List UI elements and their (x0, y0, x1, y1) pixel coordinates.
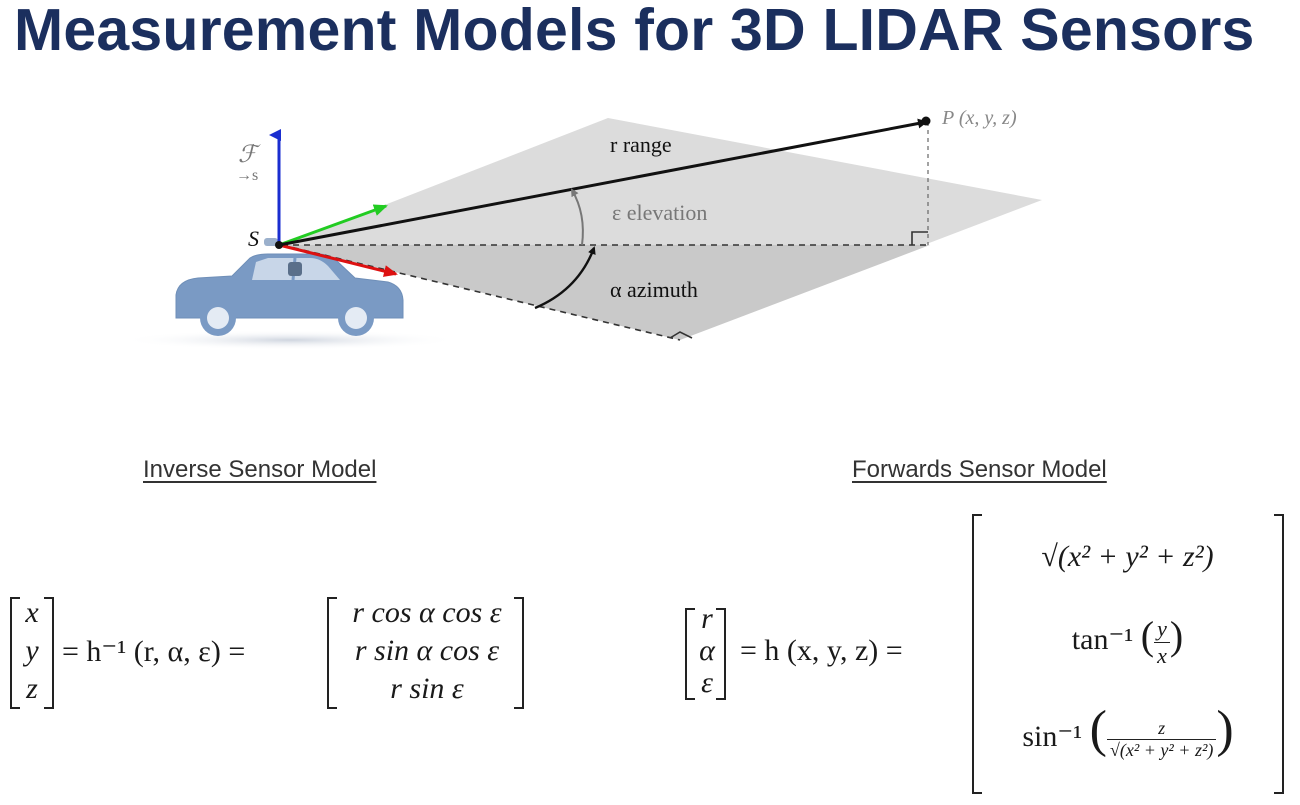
forward-vec-epsilon: ε (701, 666, 713, 699)
forward-row3-fn: sin⁻¹ (1022, 720, 1083, 753)
elevation-label: ε elevation (612, 200, 707, 225)
inverse-vec-z: z (26, 672, 38, 705)
forward-row2-num: y (1154, 616, 1170, 643)
elevation-arc (570, 188, 584, 246)
forward-row3: sin⁻¹ (z √(x² + y² + z²)) (1022, 701, 1234, 760)
forward-middle: = h (x, y, z) = (740, 634, 903, 667)
slide-title: Measurement Models for 3D LIDAR Sensors (14, 0, 1255, 63)
forward-row2-fn: tan⁻¹ (1071, 623, 1134, 656)
sensor-label: S (248, 226, 259, 251)
forward-row2-den: x (1157, 642, 1167, 668)
y-axis-arrow (278, 204, 388, 247)
point-label: P (x, y, z) (941, 107, 1017, 129)
frame-subscript: →s (236, 167, 258, 184)
inverse-rhs-row2: r sin α cos ε (354, 634, 500, 667)
inverse-middle: = h⁻¹ (r, α, ε) = (62, 635, 246, 668)
azimuth-plane (282, 245, 930, 340)
car-icon (175, 238, 404, 336)
forward-row2: tan⁻¹ (y x) (1071, 613, 1184, 668)
inverse-vec-y: y (25, 634, 39, 667)
inverse-rhs-row3: r sin ε (390, 672, 464, 705)
range-vector (278, 118, 928, 247)
forward-vec-alpha: α (699, 634, 715, 667)
inverse-rhs-row1: r cos α cos ε (352, 596, 502, 629)
azimuth-arc (534, 246, 596, 310)
frame-label: ℱ (238, 142, 261, 168)
forward-row1: √(x² + y² + z²) (1041, 540, 1214, 573)
x-axis-arrow (278, 243, 398, 277)
forward-row3-num: z (1107, 718, 1217, 740)
forward-vec-r: r (701, 602, 713, 635)
azimuth-label: α azimuth (610, 277, 698, 302)
inverse-vec-x: x (25, 596, 39, 629)
range-label: r range (610, 132, 672, 157)
forward-row3-den: √(x² + y² + z²) (1110, 739, 1214, 760)
inverse-model-heading: Inverse Sensor Model (143, 456, 377, 483)
forward-model-heading: Forwards Sensor Model (852, 456, 1107, 483)
lidar-diagram: ℱ →s S P (x, y, z) r range ε elevation α… (120, 107, 1042, 350)
